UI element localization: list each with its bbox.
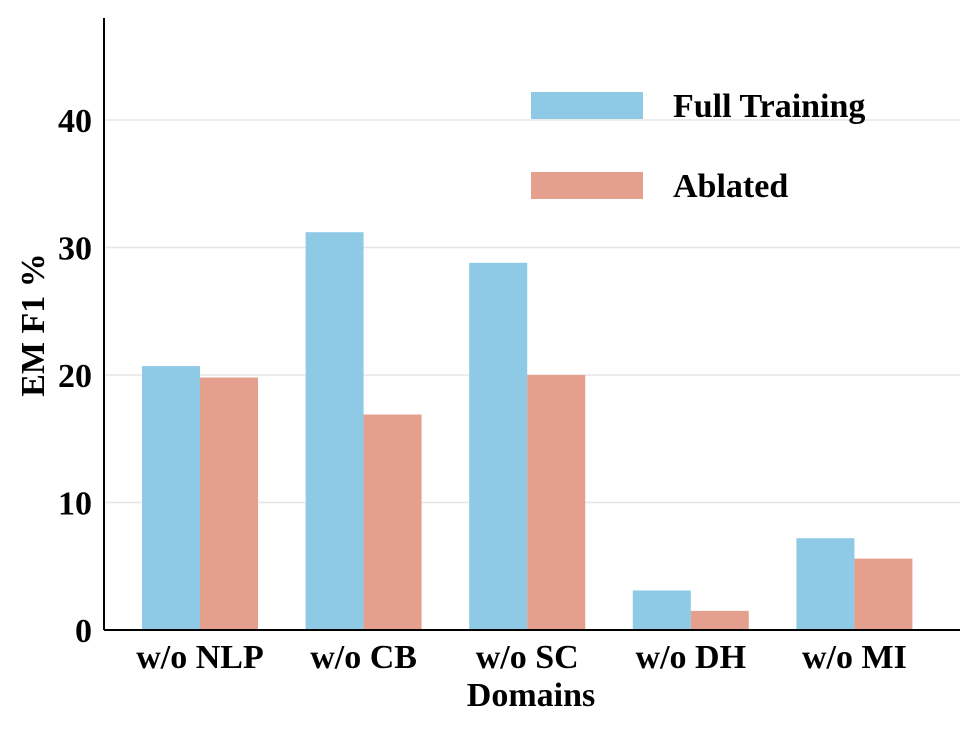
bar-full-training xyxy=(469,262,528,630)
x-tick-labels: w/o NLP w/o CB w/o SC w/o DH w/o MI xyxy=(136,639,907,676)
y-tick-labels: 0 10 20 30 40 xyxy=(58,103,92,650)
bar-ablated xyxy=(854,558,913,630)
y-tick-label: 40 xyxy=(58,103,92,140)
x-tick-label: w/o DH xyxy=(636,639,747,676)
legend: Full Training Ablated xyxy=(531,88,865,205)
bar-ablated xyxy=(690,610,749,630)
bar-ablated xyxy=(200,377,258,630)
legend-label: Full Training xyxy=(673,88,865,125)
bars xyxy=(142,232,913,630)
y-tick-label: 20 xyxy=(58,358,92,395)
legend-swatch xyxy=(531,92,643,119)
y-tick-label: 0 xyxy=(75,613,92,650)
bar-full-training xyxy=(632,590,691,630)
x-tick-label: w/o CB xyxy=(310,639,417,676)
axes xyxy=(103,18,960,631)
x-axis-title: Domains xyxy=(467,677,595,714)
y-tick-label: 30 xyxy=(58,231,92,268)
legend-swatch xyxy=(531,172,643,199)
bar-full-training xyxy=(305,232,364,630)
legend-label: Ablated xyxy=(673,168,788,205)
bar-full-training xyxy=(142,366,200,630)
x-tick-label: w/o NLP xyxy=(136,639,264,676)
bar-full-training xyxy=(796,538,855,630)
x-tick-label: w/o SC xyxy=(476,639,579,676)
y-tick-label: 10 xyxy=(58,486,92,523)
bar-ablated xyxy=(363,414,422,630)
x-tick-label: w/o MI xyxy=(802,639,907,676)
bar-ablated xyxy=(527,375,586,630)
y-axis-title: EM F1 % xyxy=(15,253,52,397)
